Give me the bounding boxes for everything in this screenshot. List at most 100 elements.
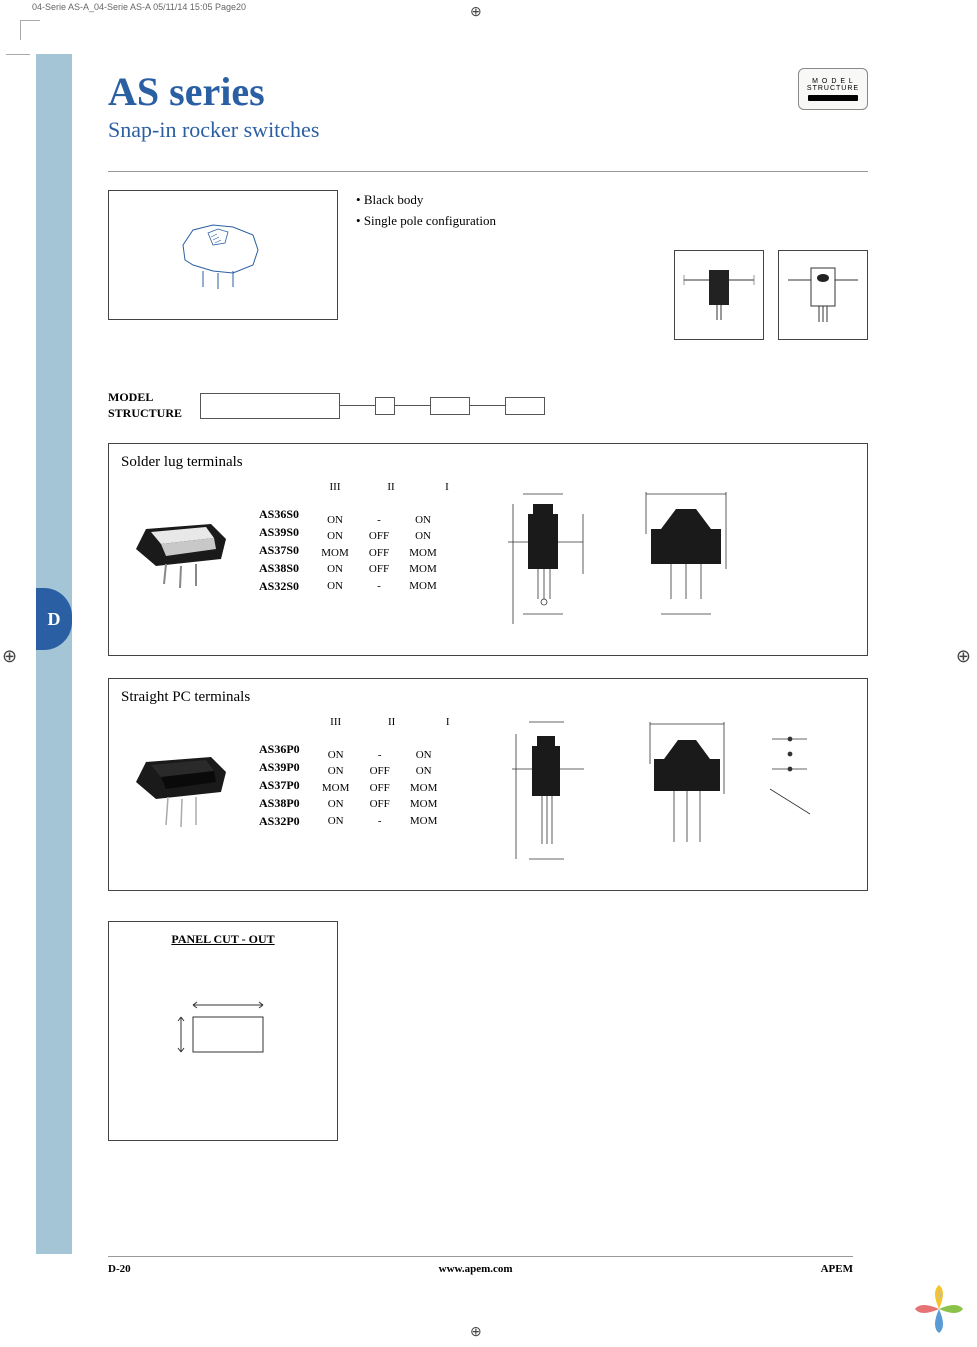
registration-mark-bottom: ⊕ bbox=[470, 1324, 482, 1341]
section-title: Solder lug terminals bbox=[121, 454, 855, 471]
ms-dash bbox=[340, 405, 375, 406]
dim-diagram-icon bbox=[626, 484, 746, 634]
position-cell: OFF bbox=[362, 796, 398, 813]
bullet: Black body bbox=[356, 190, 496, 211]
model-structure-badge: M O D E L STRUCTURE bbox=[798, 68, 868, 110]
position-cell: ON bbox=[317, 578, 353, 595]
pos-rows: ON-ONONOFFONMOMOFFMOMONOFFMOMON-MOM bbox=[317, 512, 465, 595]
section-title: Straight PC terminals bbox=[121, 689, 855, 706]
model-structure-label: MODEL STRUCTURE bbox=[108, 390, 182, 421]
dimension-diagram-front bbox=[621, 479, 751, 639]
product-image bbox=[121, 499, 241, 599]
position-cell: OFF bbox=[361, 561, 397, 578]
crop-header-text: 04-Serie AS-A_04-Serie AS-A 05/11/14 15:… bbox=[32, 2, 246, 12]
position-cell: OFF bbox=[361, 545, 397, 562]
side-strip bbox=[36, 54, 72, 1254]
position-cell: MOM bbox=[405, 545, 441, 562]
position-table: III II I ON-ONONOFFONMOMOFFMOMONOFFMOMON… bbox=[318, 714, 466, 829]
model: AS36S0 bbox=[259, 505, 299, 523]
hdr-cell: II bbox=[374, 714, 410, 731]
model: AS39S0 bbox=[259, 523, 299, 541]
position-cell: ON bbox=[318, 763, 354, 780]
section-solder-lug: Solder lug terminals AS36S0 AS39S0 A bbox=[108, 443, 868, 656]
position-cell: ON bbox=[318, 796, 354, 813]
model-list: AS36P0 AS39P0 AS37P0 AS38P0 AS32P0 bbox=[259, 740, 300, 830]
position-cell: ON bbox=[406, 763, 442, 780]
ms-box bbox=[200, 393, 340, 419]
model: AS38S0 bbox=[259, 559, 299, 577]
position-cell: OFF bbox=[362, 763, 398, 780]
product-image bbox=[121, 734, 241, 834]
position-row: ONOFFON bbox=[317, 528, 465, 545]
panel-thumbnails bbox=[674, 250, 868, 340]
position-row: ON-ON bbox=[317, 512, 465, 529]
ms-box bbox=[375, 397, 395, 415]
rocker-switch-icon bbox=[126, 504, 236, 594]
position-cell: OFF bbox=[362, 780, 398, 797]
section-straight-pc: Straight PC terminals AS36P0 AS39P0 bbox=[108, 678, 868, 891]
dimension-diagram-front bbox=[622, 714, 752, 874]
diagram-group bbox=[483, 479, 751, 639]
hdr-cell: I bbox=[430, 714, 466, 731]
position-cell: OFF bbox=[361, 528, 397, 545]
dim-diagram-icon bbox=[488, 484, 608, 634]
page-subtitle: Snap-in rocker switches bbox=[108, 117, 319, 143]
dimension-diagram-side bbox=[483, 479, 613, 639]
pcb-holes-icon bbox=[762, 719, 817, 829]
page-footer: D-20 www.apem.com APEM bbox=[108, 1256, 853, 1275]
position-row: ON OFF ON bbox=[318, 763, 466, 780]
intro-schematic bbox=[108, 190, 338, 320]
rocker-outline-icon bbox=[163, 215, 283, 295]
panel-cutout-section: PANEL CUT - OUT bbox=[108, 921, 338, 1141]
model-list: AS36S0 AS39S0 AS37S0 AS38S0 AS32S0 bbox=[259, 505, 299, 595]
pos-rows: ON-ONONOFFONMOMOFFMOMONOFFMOMON-MOM bbox=[318, 747, 466, 830]
title-rule bbox=[108, 171, 868, 172]
model: AS38P0 bbox=[259, 794, 300, 812]
position-cell: MOM bbox=[317, 545, 353, 562]
footer-brand: APEM bbox=[821, 1263, 853, 1275]
position-cell: MOM bbox=[406, 796, 442, 813]
model: AS36P0 bbox=[259, 740, 300, 758]
position-cell: MOM bbox=[318, 780, 354, 797]
rocker-switch-icon bbox=[126, 737, 236, 832]
panel-cutout-diagram bbox=[119, 987, 327, 1077]
dimension-diagram-side bbox=[484, 714, 614, 874]
position-cell: MOM bbox=[406, 780, 442, 797]
registration-mark-top: ⊕ bbox=[470, 4, 482, 21]
position-cell: - bbox=[362, 747, 398, 764]
position-cell: ON bbox=[318, 813, 354, 830]
position-cell: MOM bbox=[405, 578, 441, 595]
registration-mark-right: ⊕ bbox=[956, 646, 971, 667]
position-cell: ON bbox=[317, 528, 353, 545]
position-table: III II I ON-ONONOFFONMOMOFFMOMONOFFMOMON… bbox=[317, 479, 465, 594]
page: 04-Serie AS-A_04-Serie AS-A 05/11/14 15:… bbox=[0, 0, 977, 1347]
position-cell: MOM bbox=[405, 561, 441, 578]
title-row: AS series Snap-in rocker switches M O D … bbox=[108, 68, 868, 143]
hdr-cell: III bbox=[318, 714, 354, 731]
dimension-diagram-pcb bbox=[760, 714, 820, 834]
badge-line2: STRUCTURE bbox=[807, 85, 859, 92]
dim-diagram-icon bbox=[632, 714, 742, 874]
panel-cross-section-icon bbox=[679, 260, 759, 330]
next-page-icon[interactable]: › bbox=[937, 1284, 943, 1305]
registration-mark-left: ⊕ bbox=[2, 646, 17, 667]
position-cell: ON bbox=[317, 561, 353, 578]
dim-diagram-icon bbox=[494, 714, 604, 874]
section-body: AS36S0 AS39S0 AS37S0 AS38S0 AS32S0 III I… bbox=[121, 479, 855, 639]
hdr-cell: I bbox=[429, 479, 465, 496]
position-cell: ON bbox=[318, 747, 354, 764]
position-cell: - bbox=[362, 813, 398, 830]
position-header: III II I bbox=[318, 714, 466, 731]
position-row: ON OFF MOM bbox=[318, 796, 466, 813]
content-area: AS series Snap-in rocker switches M O D … bbox=[108, 68, 868, 1141]
position-cell: - bbox=[361, 578, 397, 595]
footer-url: www.apem.com bbox=[439, 1263, 513, 1275]
section-tab-label: D bbox=[48, 609, 61, 630]
ms-box bbox=[505, 397, 545, 415]
model-structure-boxes bbox=[200, 393, 545, 419]
position-cell: ON bbox=[317, 512, 353, 529]
position-row: ON-MOM bbox=[318, 813, 466, 830]
model: AS32P0 bbox=[259, 812, 300, 830]
ms-box bbox=[430, 397, 470, 415]
bullet: Single pole configuration bbox=[356, 211, 496, 232]
